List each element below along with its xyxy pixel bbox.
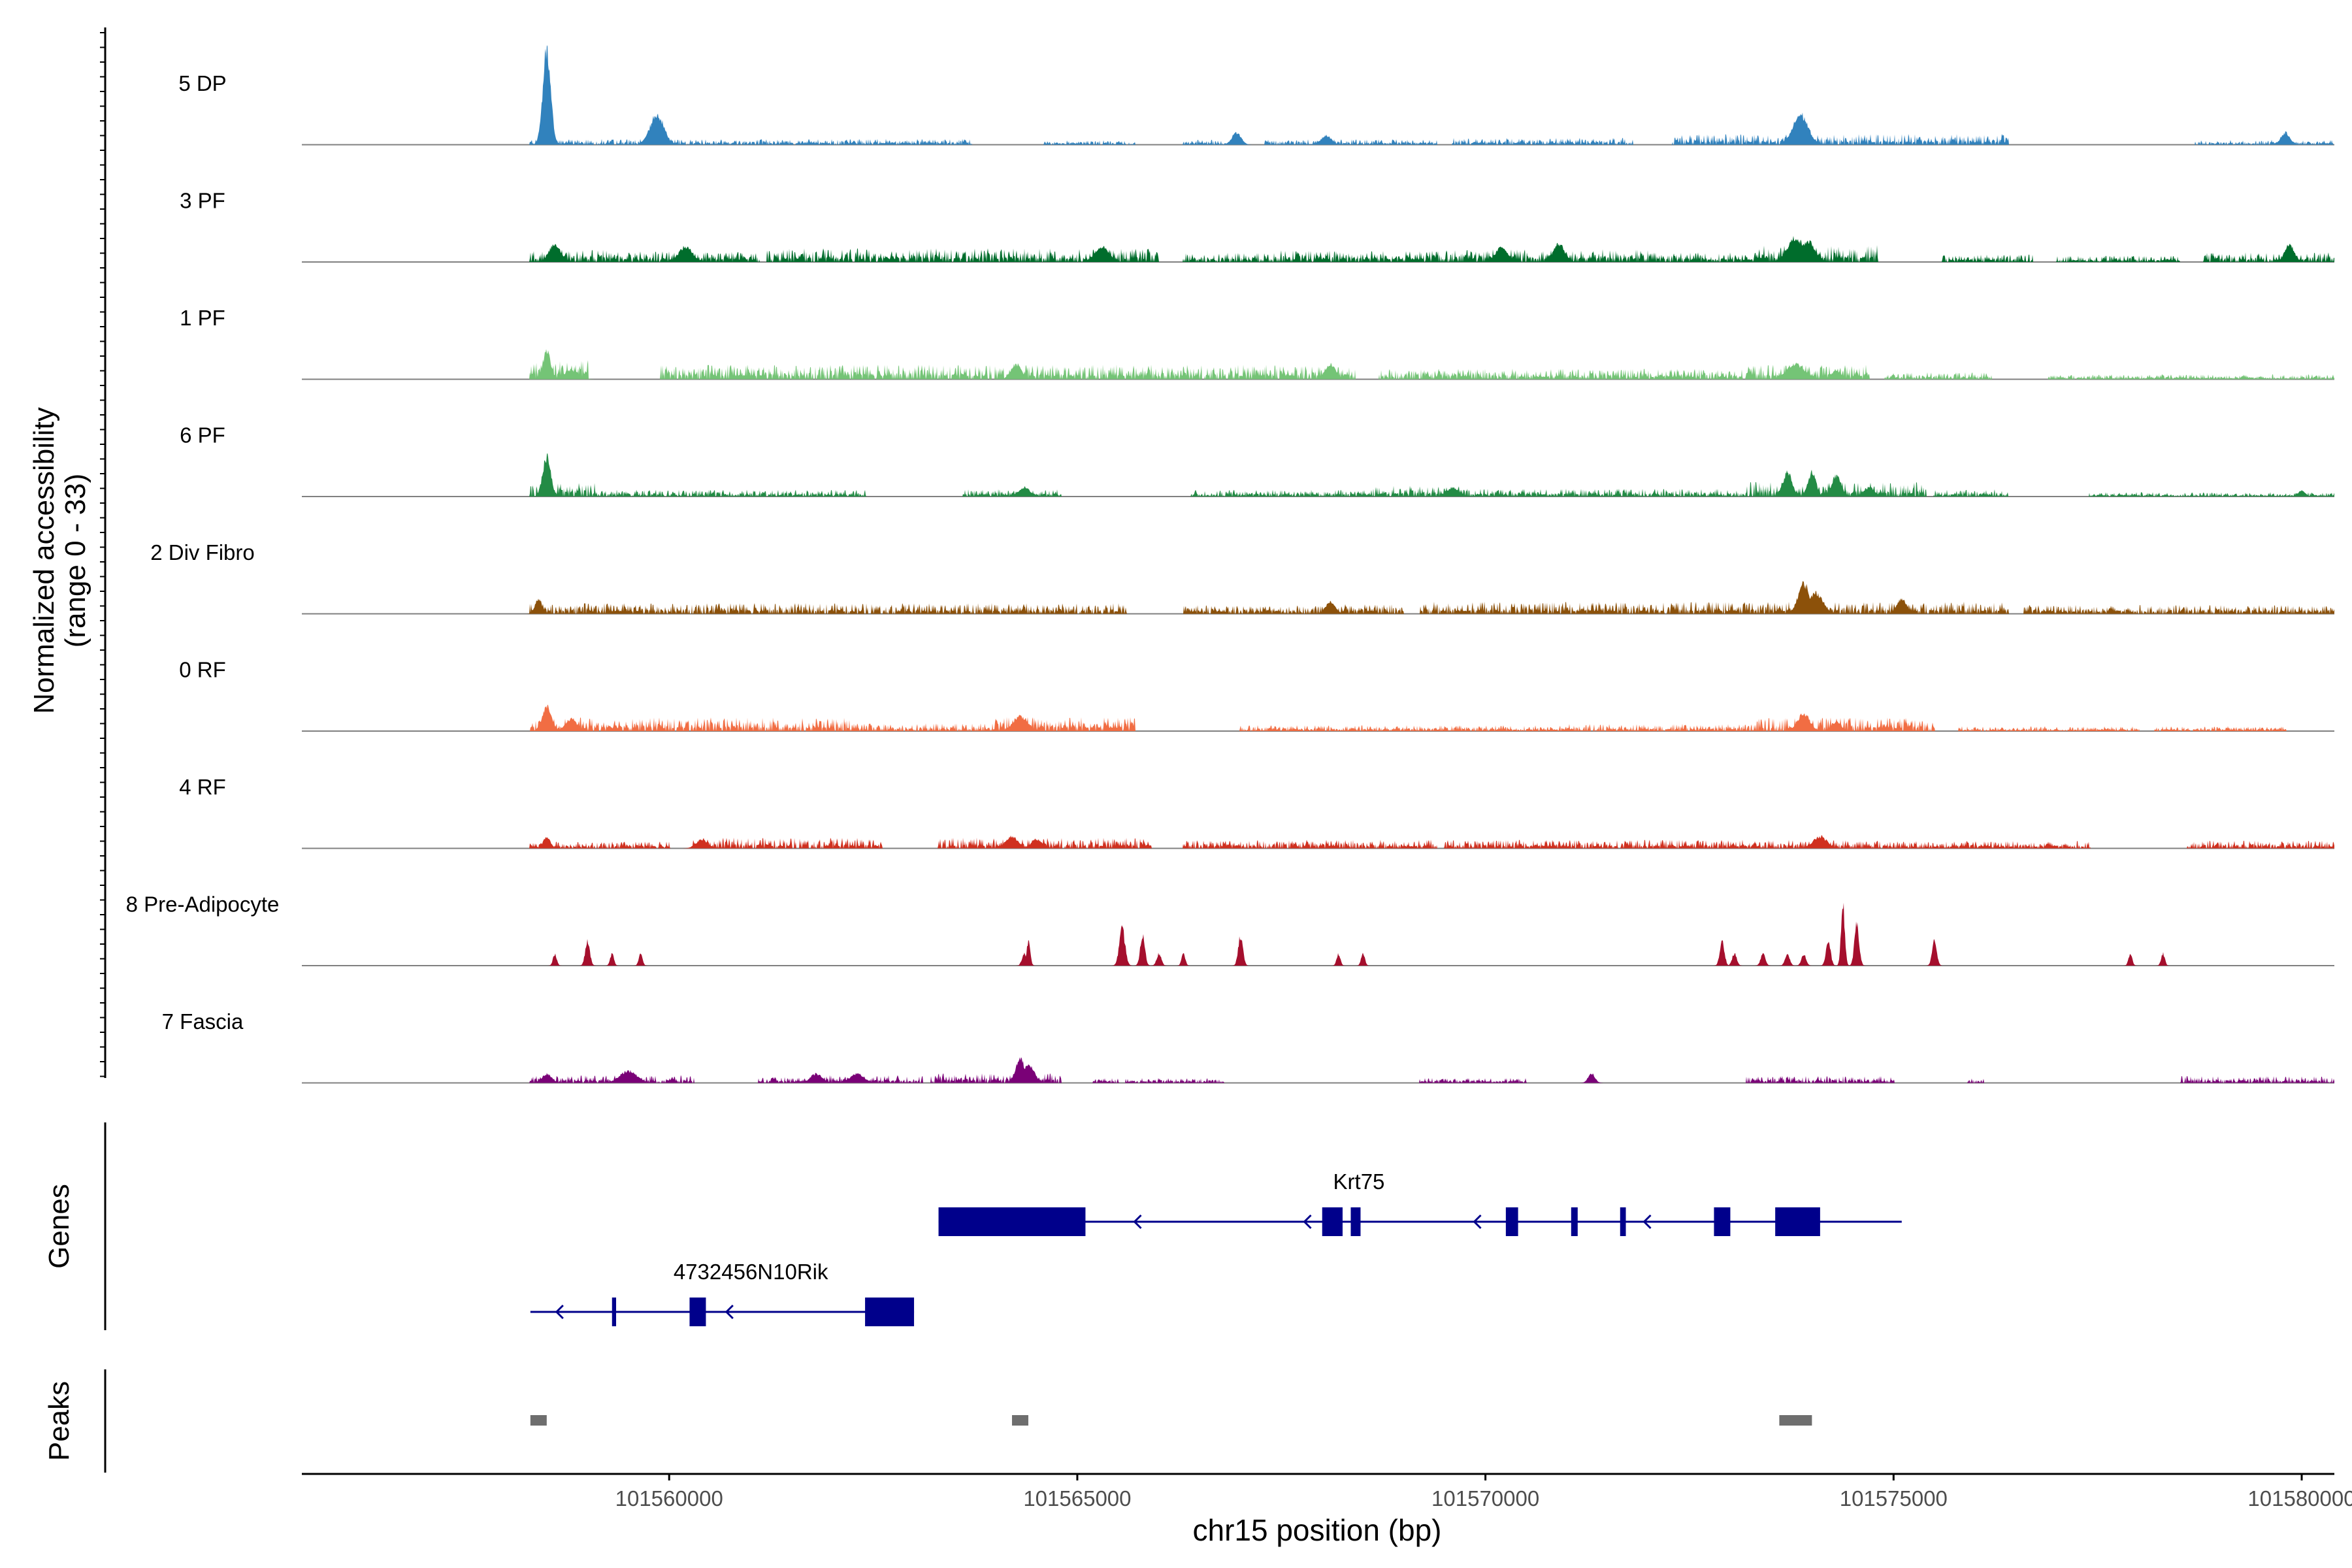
coverage-area xyxy=(302,453,2334,497)
track-7-fascia: 7 Fascia xyxy=(162,1009,2334,1084)
peak-region xyxy=(1011,1415,1028,1426)
track-8-pre-adipocyte: 8 Pre-Adipocyte xyxy=(126,892,2334,966)
gene-krt75: Krt75 xyxy=(938,1169,1902,1236)
track-0-rf: 0 RF xyxy=(179,658,2334,732)
gene-label: 4732456N10Rik xyxy=(674,1260,828,1284)
gene-exon xyxy=(1322,1207,1343,1236)
gene-exon xyxy=(612,1298,617,1326)
track-label: 3 PF xyxy=(180,189,225,213)
track-label: 6 PF xyxy=(180,423,225,448)
coverage-y-ticks xyxy=(100,32,105,1077)
strand-arrow xyxy=(1473,1214,1482,1230)
gene-4732456n10rik: 4732456N10Rik xyxy=(530,1260,915,1326)
coverage-area xyxy=(302,704,2334,731)
track-1-pf: 1 PF xyxy=(180,306,2334,380)
x-tick-label: 101560000 xyxy=(615,1486,723,1511)
x-tick-label: 101575000 xyxy=(1840,1486,1948,1511)
track-label: 5 DP xyxy=(178,71,226,95)
x-tick-label: 101565000 xyxy=(1023,1486,1131,1511)
coverage-area xyxy=(302,1057,2334,1083)
coverage-tracks: 5 DP 3 PF 1 PF 6 PF 2 Div Fibro 0 RF 4 RF 8 Pre… xyxy=(126,45,2334,1084)
x-tick-label: 101580000 xyxy=(2247,1486,2352,1511)
track-6-pf: 6 PF xyxy=(180,423,2334,497)
gene-exon xyxy=(938,1207,1086,1236)
strand-arrow xyxy=(725,1304,734,1320)
gene-exon xyxy=(865,1298,915,1326)
y-axis-title-line2: (range 0 - 33) xyxy=(59,474,91,648)
track-label: 4 RF xyxy=(179,775,226,799)
x-axis-ticks: 101560000 101565000 101570000 101575000 1015… xyxy=(615,1474,2352,1511)
strand-arrow xyxy=(1133,1214,1142,1230)
track-label: 2 Div Fibro xyxy=(150,540,255,564)
track-3-pf: 3 PF xyxy=(180,189,2334,263)
strand-arrow xyxy=(1642,1214,1652,1230)
gene-exon xyxy=(1714,1207,1731,1236)
track-label: 1 PF xyxy=(180,306,225,330)
coverage-area xyxy=(302,45,2334,145)
strand-arrow xyxy=(1303,1214,1312,1230)
y-axis-title-line1: Normalized accessibility xyxy=(28,407,60,713)
gene-exon xyxy=(1620,1207,1626,1236)
gene-exon xyxy=(1350,1207,1361,1236)
strand-arrow xyxy=(555,1304,564,1320)
peak-region xyxy=(530,1415,547,1426)
coverage-area xyxy=(302,581,2334,614)
x-axis-title: chr15 position (bp) xyxy=(1193,1513,1442,1547)
track-4-rf: 4 RF xyxy=(179,775,2334,849)
gene-exon xyxy=(1775,1207,1820,1236)
peak-region xyxy=(1779,1415,1812,1426)
genes-panel-label: Genes xyxy=(43,1184,75,1269)
gene-exon xyxy=(1505,1207,1518,1236)
track-5-dp: 5 DP xyxy=(178,45,2334,146)
track-label: 7 Fascia xyxy=(162,1009,244,1034)
x-tick-label: 101570000 xyxy=(1431,1486,1539,1511)
gene-exon xyxy=(689,1298,706,1326)
track-label: 8 Pre-Adipocyte xyxy=(126,892,280,917)
genes-track: Krt75 4732456N10Rik xyxy=(530,1169,1902,1326)
peaks-panel-label: Peaks xyxy=(43,1381,75,1461)
coverage-area xyxy=(302,349,2334,380)
peaks-track xyxy=(530,1415,1812,1426)
gene-label: Krt75 xyxy=(1333,1169,1385,1194)
track-2-div-fibro: 2 Div Fibro xyxy=(150,540,2334,615)
coverage-area xyxy=(302,902,2334,966)
coverage-area xyxy=(302,835,2334,849)
track-label: 0 RF xyxy=(179,658,226,682)
coverage-area xyxy=(302,236,2334,262)
gene-exon xyxy=(1571,1207,1578,1236)
